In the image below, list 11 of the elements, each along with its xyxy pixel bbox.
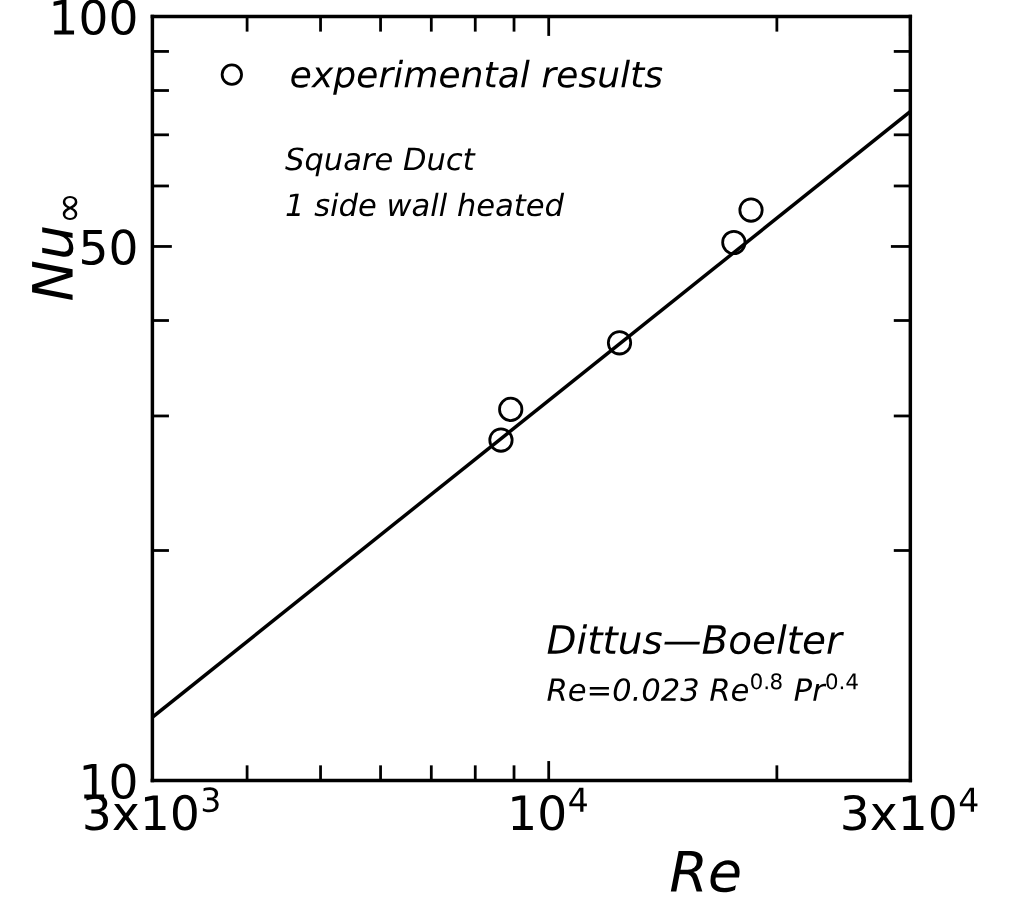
x-tick-label: 3x10$^{4}$ — [843, 787, 978, 831]
legend-label: experimental results — [291, 59, 663, 95]
annotation: 1 side wall heated — [286, 192, 565, 217]
y-axis-title: Nu$_{∞}$ — [32, 195, 78, 301]
y-tick-label: 100 — [53, 0, 136, 36]
annotation: Dittus—Boelter — [547, 624, 844, 655]
x-axis-title: Re — [670, 850, 740, 893]
y-tick-label: 50 — [82, 229, 136, 266]
x-tick-label: 10$^{4}$ — [512, 787, 587, 831]
annotation: Square Duct — [285, 147, 476, 177]
annotation: Re=0.023 Re$^{0.8}$ Pr$^{0.4}$ — [547, 673, 858, 702]
